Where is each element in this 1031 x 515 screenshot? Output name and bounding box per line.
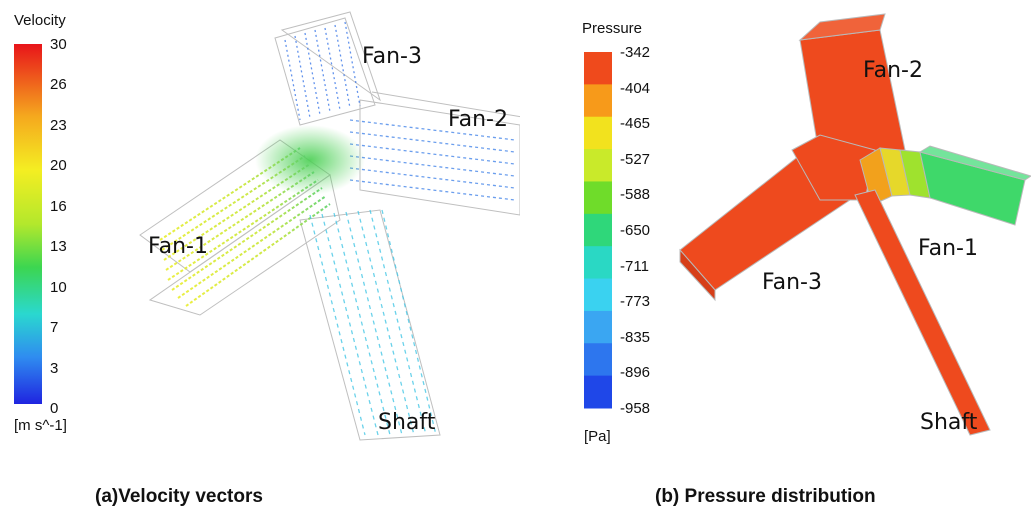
vector-field-fan2 bbox=[349, 119, 516, 201]
vector-field-fan3 bbox=[284, 21, 361, 121]
pressure-colorbar-band bbox=[584, 343, 612, 377]
pressure-tick-label: -465 bbox=[620, 115, 651, 133]
pressure-tick-label: -773 bbox=[620, 293, 651, 311]
velocity-label-fan3: Fan-3 bbox=[362, 44, 422, 69]
pressure-tick-label: -342 bbox=[620, 44, 651, 61]
pressure-label-shaft: Shaft bbox=[920, 410, 978, 435]
velocity-figure bbox=[14, 11, 520, 441]
pressure-figure bbox=[584, 13, 1031, 436]
pressure-tick-label: -711 bbox=[620, 257, 649, 275]
pressure-tick-label: -835 bbox=[620, 328, 651, 346]
pressure-tick-label: -588 bbox=[620, 186, 651, 204]
junction-high-velocity bbox=[255, 125, 365, 195]
velocity-label-fan1: Fan-1 bbox=[148, 234, 208, 259]
velocity-tick-label: 26 bbox=[50, 76, 67, 94]
velocity-tick-label: 13 bbox=[50, 238, 67, 256]
velocity-caption: (a)Velocity vectors bbox=[95, 486, 263, 507]
pressure-colorbar-band bbox=[584, 84, 612, 118]
pressure-duct-shaft bbox=[854, 189, 991, 436]
pressure-colorbar-band bbox=[584, 278, 612, 312]
pressure-tick-label: -896 bbox=[620, 364, 651, 382]
pressure-duct-fan2 bbox=[791, 13, 906, 201]
pressure-panel: Pressure -342 -404 -465 -527 -588 -650 -711 -77… bbox=[520, 0, 1031, 470]
pressure-legend-title: Pressure bbox=[582, 20, 643, 37]
pressure-caption: (b) Pressure distribution bbox=[655, 486, 876, 507]
pressure-colorbar-band bbox=[584, 181, 612, 215]
velocity-unit: [m s^-1] bbox=[14, 417, 67, 434]
velocity-tick-label: 0 bbox=[50, 400, 59, 417]
velocity-tick-label: 7 bbox=[50, 319, 59, 337]
pressure-colorbar-band bbox=[584, 246, 612, 280]
velocity-label-fan2: Fan-2 bbox=[448, 107, 508, 132]
velocity-legend-title: Velocity bbox=[14, 12, 66, 29]
velocity-tick-label: 16 bbox=[50, 197, 67, 215]
pressure-colorbar-band bbox=[584, 149, 612, 182]
pressure-tick-label: -404 bbox=[620, 79, 651, 97]
pressure-colorbar bbox=[584, 52, 612, 409]
velocity-panel: Velocity 30 26 23 20 16 13 10 7 3 0 [m s^-1] Fan-… bbox=[0, 0, 520, 470]
pressure-tick-label: -527 bbox=[620, 150, 651, 168]
velocity-tick-label: 10 bbox=[50, 278, 67, 296]
pressure-label-fan1: Fan-1 bbox=[918, 236, 978, 261]
velocity-tick-label: 20 bbox=[50, 157, 67, 175]
pressure-colorbar-band bbox=[584, 310, 612, 344]
pressure-tick-label: -650 bbox=[620, 222, 651, 239]
pressure-label-fan2: Fan-2 bbox=[863, 58, 923, 83]
velocity-tick-label: 30 bbox=[50, 36, 67, 53]
pressure-colorbar-band bbox=[584, 116, 612, 150]
pressure-colorbar-band bbox=[584, 52, 612, 85]
pressure-colorbar-band bbox=[584, 375, 612, 409]
velocity-colorbar bbox=[14, 44, 42, 404]
pressure-label-fan3: Fan-3 bbox=[762, 270, 822, 295]
pressure-duct-fan1 bbox=[859, 145, 1031, 226]
velocity-tick-label: 23 bbox=[50, 116, 67, 134]
velocity-label-shaft: Shaft bbox=[378, 410, 436, 435]
pressure-tick-label: -958 bbox=[620, 400, 651, 417]
pressure-unit: [Pa] bbox=[584, 428, 611, 445]
vector-field-fan1 bbox=[159, 147, 331, 307]
vector-field-shaft bbox=[309, 209, 437, 436]
velocity-tick-label: 3 bbox=[50, 359, 59, 377]
pressure-colorbar-band bbox=[584, 213, 612, 247]
